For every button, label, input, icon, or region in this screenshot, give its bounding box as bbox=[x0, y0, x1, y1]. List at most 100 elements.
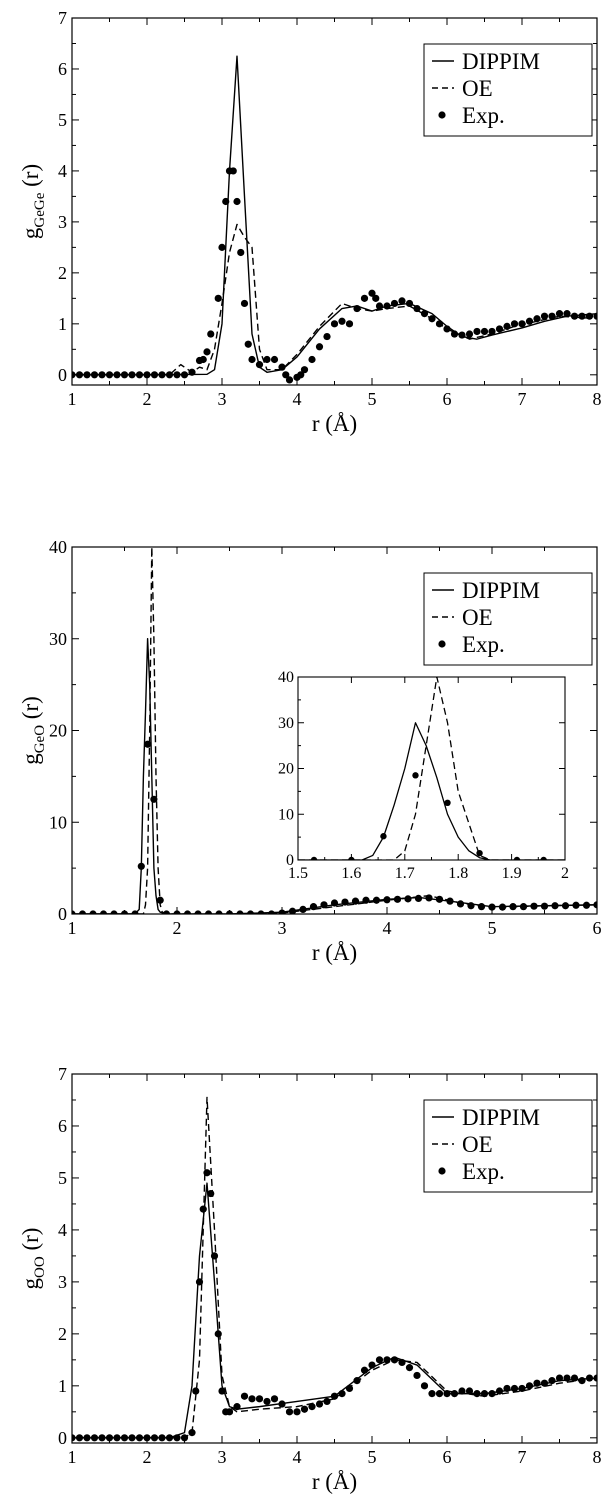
data-point bbox=[135, 1434, 144, 1442]
x-tick-label: 7 bbox=[518, 389, 527, 409]
x-tick-label: 3 bbox=[218, 1447, 227, 1467]
data-point bbox=[278, 1400, 286, 1408]
data-point bbox=[405, 299, 414, 308]
legend-box bbox=[423, 1099, 593, 1193]
data-point bbox=[420, 1382, 429, 1390]
x-tick-label: 1 bbox=[68, 389, 77, 409]
data-point bbox=[540, 312, 549, 320]
data-point bbox=[248, 355, 256, 364]
x-axis-label: r (Å) bbox=[312, 1469, 357, 1494]
y-tick-label: 30 bbox=[49, 629, 67, 649]
x-tick-label: 1 bbox=[68, 1447, 77, 1467]
data-point bbox=[338, 317, 346, 325]
data-point bbox=[128, 371, 136, 379]
data-point bbox=[199, 1205, 207, 1213]
data-point bbox=[519, 903, 528, 911]
series-exp-points bbox=[72, 1169, 597, 1442]
data-point bbox=[503, 322, 511, 330]
data-point bbox=[158, 371, 166, 379]
data-point bbox=[372, 896, 381, 904]
data-point bbox=[593, 312, 597, 320]
data-point bbox=[98, 371, 106, 379]
y-tick-label: 10 bbox=[49, 812, 67, 832]
y-tick-label: 6 bbox=[58, 1116, 67, 1136]
data-point bbox=[257, 910, 265, 914]
data-point bbox=[90, 371, 99, 379]
data-point bbox=[320, 901, 328, 909]
data-point bbox=[555, 1374, 564, 1382]
data-point bbox=[165, 1434, 174, 1442]
data-point bbox=[267, 910, 276, 914]
data-point bbox=[282, 371, 290, 379]
data-point bbox=[180, 1434, 189, 1442]
data-point bbox=[218, 243, 226, 251]
data-point bbox=[570, 312, 579, 320]
data-point bbox=[540, 1379, 549, 1387]
series-dippim-line bbox=[72, 1182, 597, 1439]
data-point bbox=[383, 302, 391, 310]
data-point bbox=[98, 1434, 106, 1442]
legend-label: Exp. bbox=[462, 103, 505, 128]
data-point bbox=[244, 340, 252, 348]
plot-area bbox=[72, 55, 597, 384]
data-point bbox=[278, 909, 286, 914]
data-point bbox=[144, 740, 152, 748]
data-point bbox=[414, 894, 423, 903]
y-tick-label: 0 bbox=[58, 904, 67, 924]
data-point bbox=[456, 900, 465, 908]
data-point bbox=[297, 371, 305, 379]
data-point bbox=[593, 1374, 597, 1382]
data-point bbox=[405, 1364, 414, 1372]
data-point bbox=[255, 361, 264, 369]
data-point bbox=[113, 1434, 121, 1442]
data-point bbox=[446, 897, 454, 905]
inset-x-tick-label: 1.6 bbox=[341, 865, 361, 882]
data-point bbox=[510, 1384, 519, 1393]
data-point bbox=[360, 294, 369, 302]
data-point bbox=[83, 1434, 91, 1442]
data-point bbox=[156, 896, 164, 904]
legend-label: DIPPIM bbox=[462, 1105, 540, 1130]
data-point bbox=[263, 355, 271, 364]
data-point bbox=[173, 1434, 181, 1442]
data-point bbox=[72, 910, 76, 914]
data-point bbox=[555, 310, 564, 318]
data-point bbox=[183, 910, 192, 914]
data-point bbox=[341, 898, 349, 906]
x-tick-label: 4 bbox=[293, 389, 302, 409]
data-point bbox=[143, 1434, 151, 1442]
inset-x-tick-label: 1.5 bbox=[288, 865, 308, 882]
inset-plot-area bbox=[298, 677, 565, 860]
data-point bbox=[229, 167, 237, 175]
data-point bbox=[255, 1395, 264, 1403]
data-point bbox=[207, 1189, 215, 1198]
y-tick-label: 6 bbox=[58, 59, 67, 79]
legend-label: Exp. bbox=[462, 632, 505, 657]
data-point bbox=[131, 910, 139, 914]
data-point bbox=[83, 371, 91, 379]
data-point bbox=[345, 320, 354, 328]
data-point bbox=[488, 903, 496, 911]
inset-x-tick-label: 1.7 bbox=[395, 865, 415, 882]
data-point bbox=[330, 1392, 339, 1400]
data-point bbox=[435, 320, 444, 328]
data-point bbox=[495, 325, 504, 333]
inset-y-tick-label: 20 bbox=[278, 761, 294, 778]
data-point bbox=[278, 363, 286, 371]
x-axis-label: r (Å) bbox=[312, 411, 357, 436]
data-point bbox=[218, 1387, 226, 1395]
data-point bbox=[150, 1434, 159, 1442]
y-tick-label: 7 bbox=[58, 1064, 67, 1084]
data-point bbox=[165, 371, 174, 379]
data-point bbox=[240, 299, 249, 308]
data-point bbox=[128, 1434, 136, 1442]
inset-y-tick-label: 0 bbox=[286, 852, 294, 869]
data-point bbox=[412, 772, 419, 779]
data-point bbox=[330, 320, 339, 328]
data-point bbox=[375, 302, 384, 310]
data-point bbox=[285, 376, 294, 384]
data-point bbox=[465, 330, 474, 338]
data-point bbox=[310, 856, 318, 860]
data-point bbox=[308, 1403, 316, 1411]
